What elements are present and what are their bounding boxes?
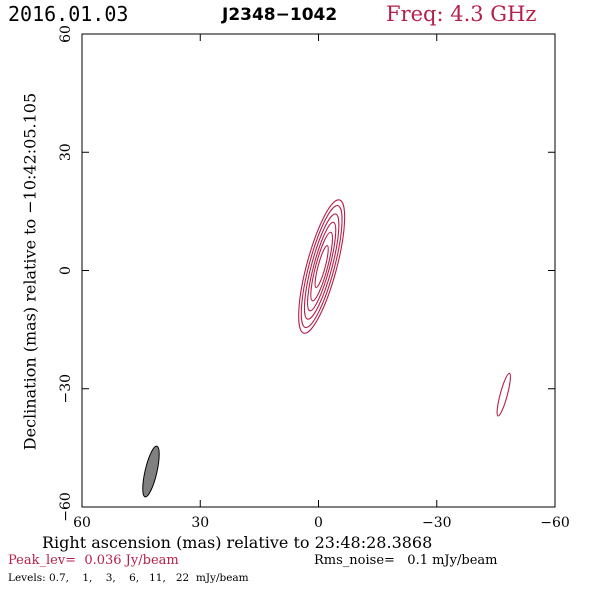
contour-line <box>310 231 334 302</box>
y-tick-label: −30 <box>58 374 74 404</box>
peak-level: Peak_lev= 0.036 Jy/beam <box>8 553 179 568</box>
contour-line <box>307 221 337 312</box>
rms-noise: Rms_noise= 0.1 mJy/beam <box>314 553 498 568</box>
x-tick-label: 30 <box>191 515 209 531</box>
y-tick-label: −60 <box>58 492 74 522</box>
x-tick-label: 60 <box>73 515 91 531</box>
y-tick-label: 30 <box>58 143 74 161</box>
beam-ellipse <box>142 445 160 498</box>
y-tick-label: 0 <box>58 266 74 275</box>
x-tick-label: −60 <box>540 515 570 531</box>
source-name: J2348−1042 <box>222 5 338 25</box>
contour-line <box>303 213 340 320</box>
y-tick-label: 60 <box>58 25 74 43</box>
plot-frame <box>81 33 556 508</box>
x-axis-label: Right ascension (mas) relative to 23:48:… <box>42 533 433 552</box>
contour-line <box>496 372 511 417</box>
x-tick-label: −30 <box>422 515 452 531</box>
contour-levels: Levels: 0.7, 1, 3, 6, 11, 22 mJy/beam <box>8 572 249 584</box>
frequency-label: Freq: 4.3 GHz <box>386 2 537 26</box>
x-tick-label: 0 <box>314 515 323 531</box>
contour-line <box>314 245 329 289</box>
y-axis-label: Declination (mas) relative to −10:42:05.… <box>20 92 40 451</box>
contour-line <box>300 205 343 329</box>
epoch-date: 2016.01.03 <box>8 2 129 26</box>
contour-line <box>298 199 346 334</box>
